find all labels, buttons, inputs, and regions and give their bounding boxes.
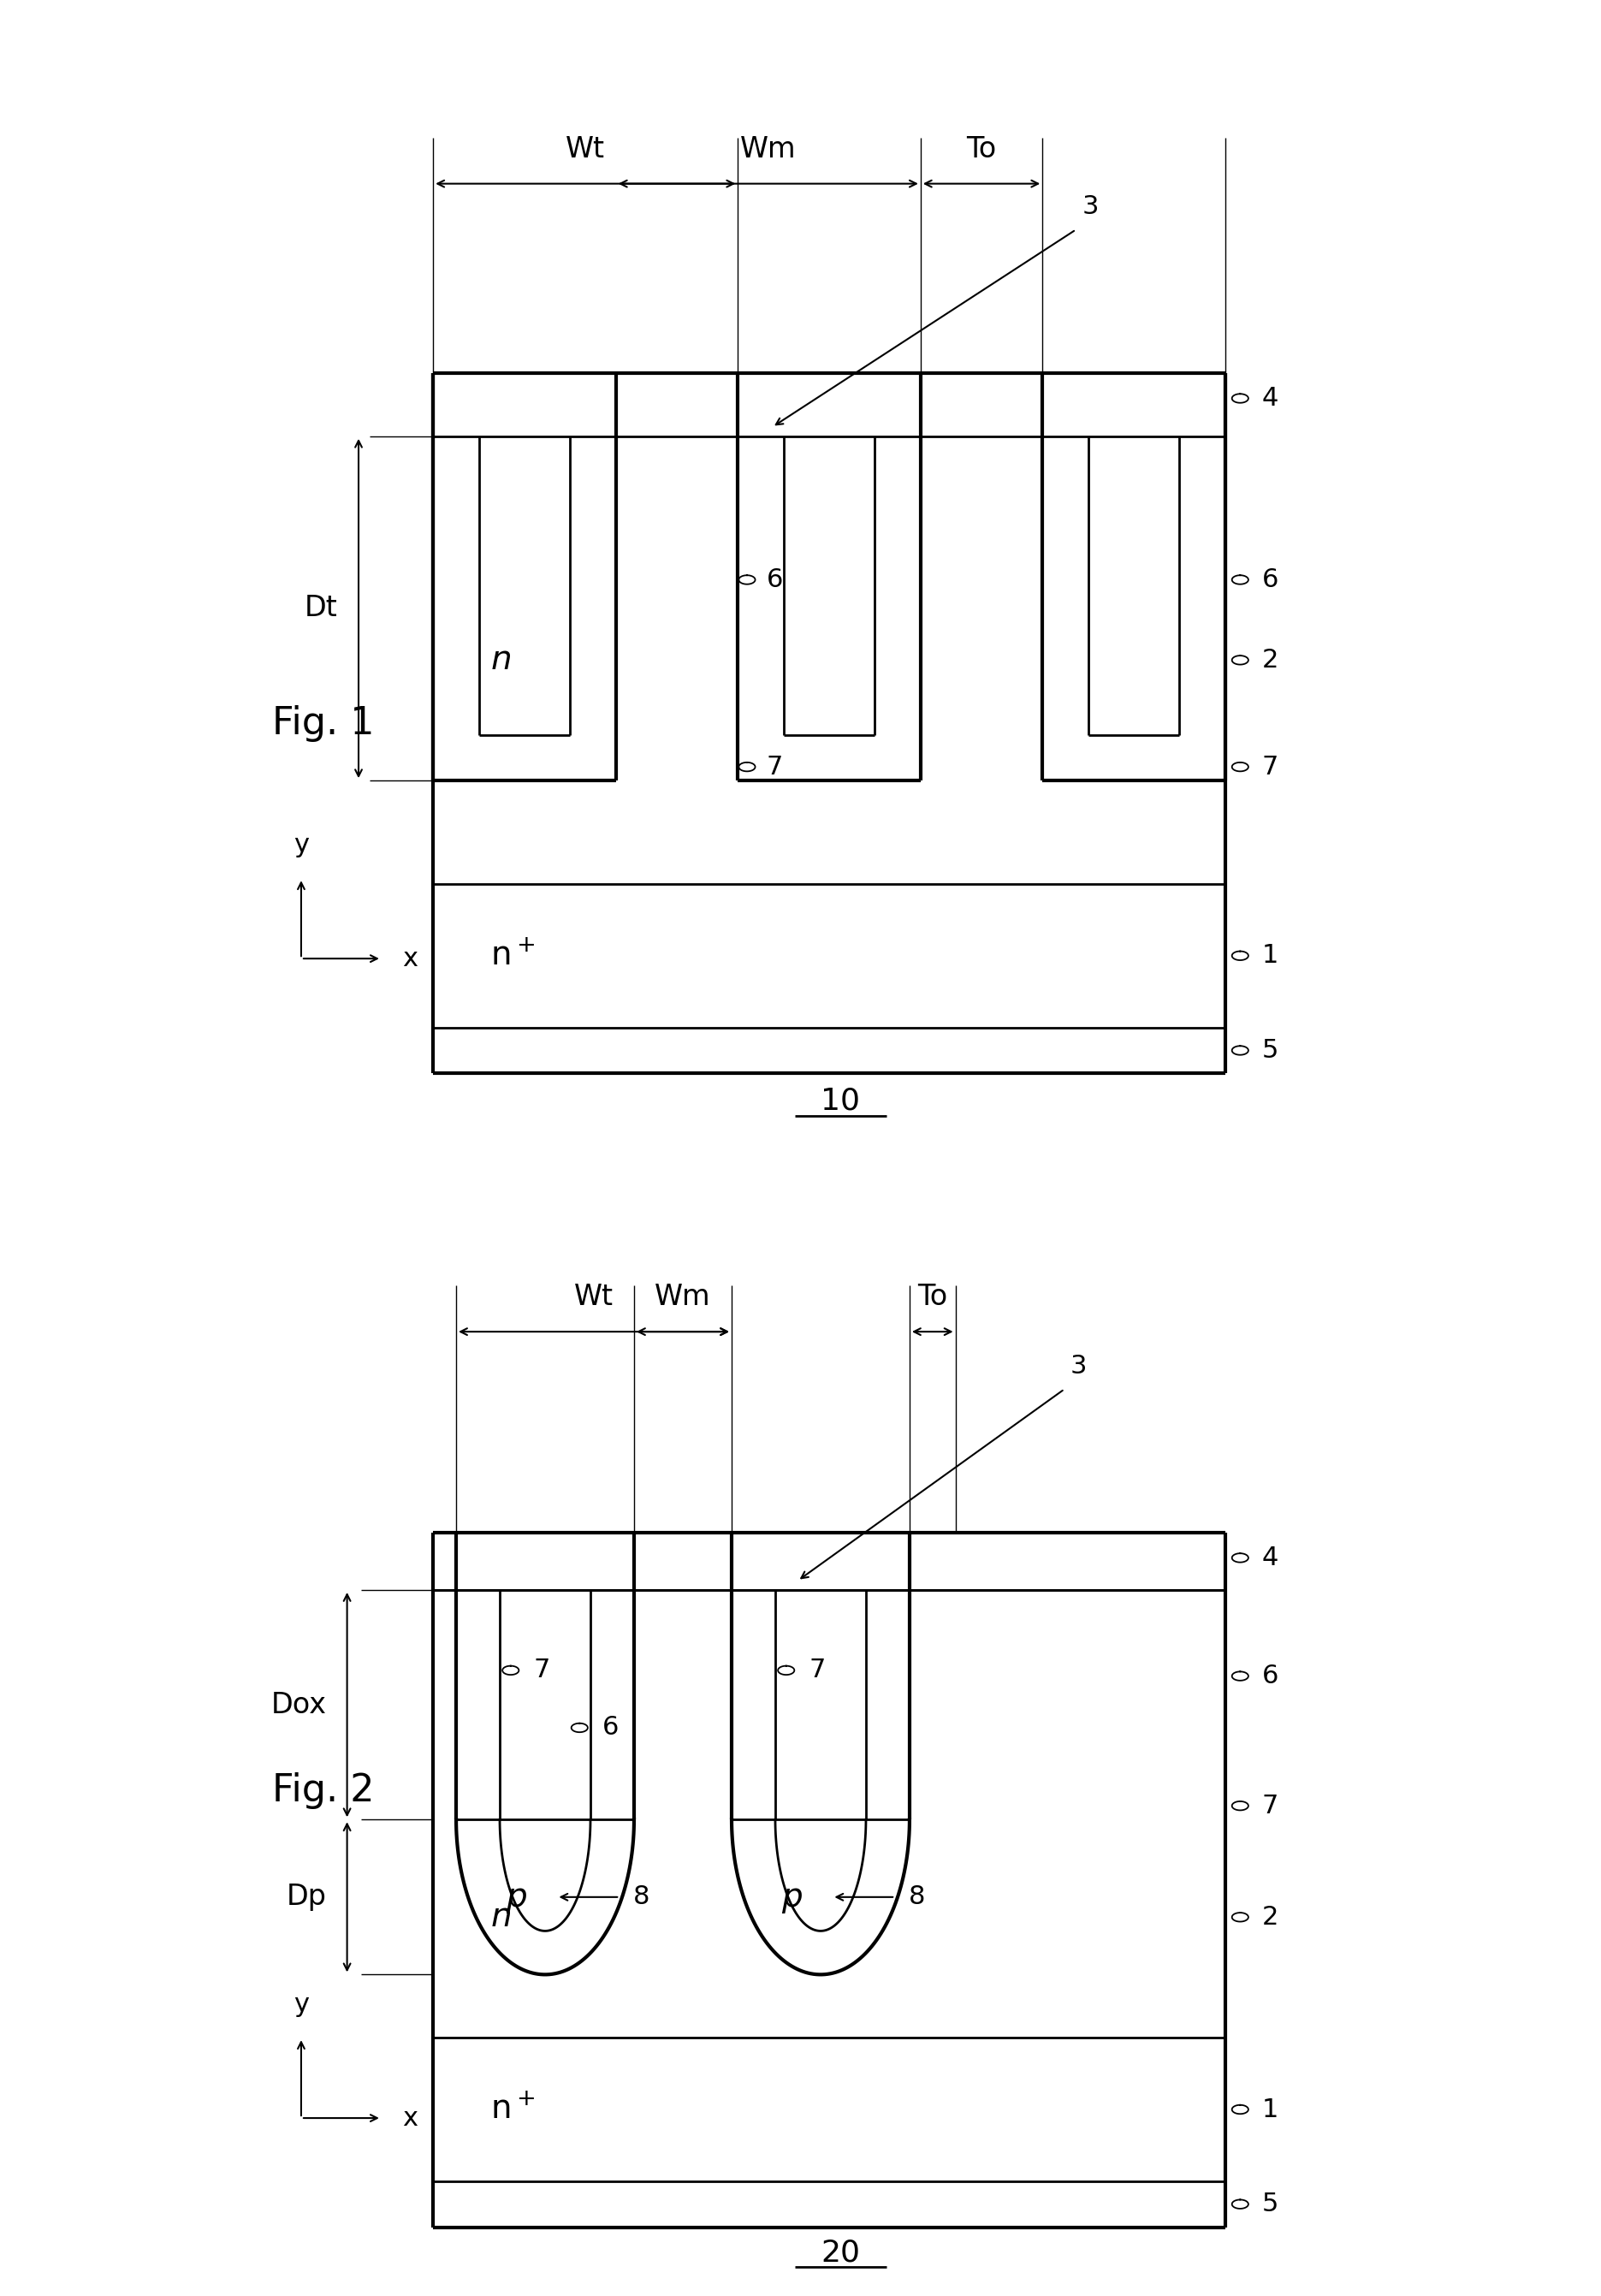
Text: 7: 7 [533, 1658, 551, 1683]
Text: Wm: Wm [740, 135, 796, 163]
Text: p: p [506, 1880, 527, 1913]
Text: 2: 2 [1262, 647, 1279, 673]
Text: p: p [781, 1880, 802, 1913]
Text: Dox: Dox [271, 1690, 327, 1720]
Text: 7: 7 [1262, 755, 1279, 778]
Text: Dt: Dt [304, 595, 338, 622]
Text: Wm: Wm [655, 1283, 711, 1311]
Text: 7: 7 [1262, 1793, 1279, 1818]
Text: 1: 1 [1262, 944, 1279, 969]
Text: 6: 6 [602, 1715, 620, 1740]
Text: y: y [293, 1993, 309, 2018]
Text: 8: 8 [634, 1885, 650, 1910]
Text: x: x [402, 2105, 418, 2131]
Text: n$^+$: n$^+$ [490, 939, 535, 971]
Text: 1: 1 [1262, 2096, 1279, 2122]
Text: 3: 3 [1082, 195, 1098, 218]
Text: 7: 7 [767, 755, 783, 778]
Text: 5: 5 [1262, 2193, 1279, 2216]
Text: n$^+$: n$^+$ [490, 2094, 535, 2126]
Text: Fig. 1: Fig. 1 [272, 705, 375, 742]
Text: 5: 5 [1262, 1038, 1279, 1063]
Text: 3: 3 [1069, 1355, 1087, 1378]
Text: y: y [293, 833, 309, 859]
Text: 6: 6 [767, 567, 783, 592]
Text: 10: 10 [821, 1086, 860, 1116]
Text: 4: 4 [1262, 386, 1279, 411]
Text: 7: 7 [809, 1658, 826, 1683]
Text: 6: 6 [1262, 1665, 1279, 1688]
Text: 4: 4 [1262, 1545, 1279, 1570]
Text: To: To [967, 135, 996, 163]
Text: 8: 8 [909, 1885, 925, 1910]
Text: Fig. 2: Fig. 2 [272, 1773, 375, 1809]
Text: n: n [490, 643, 512, 677]
Text: Wt: Wt [565, 135, 605, 163]
Text: Dp: Dp [287, 1883, 327, 1910]
Text: n: n [490, 1901, 512, 1933]
Text: Wt: Wt [575, 1283, 613, 1311]
Text: To: To [917, 1283, 948, 1311]
Text: 2: 2 [1262, 1906, 1279, 1929]
Text: x: x [402, 946, 418, 971]
Text: 6: 6 [1262, 567, 1279, 592]
Text: 20: 20 [821, 2239, 860, 2268]
